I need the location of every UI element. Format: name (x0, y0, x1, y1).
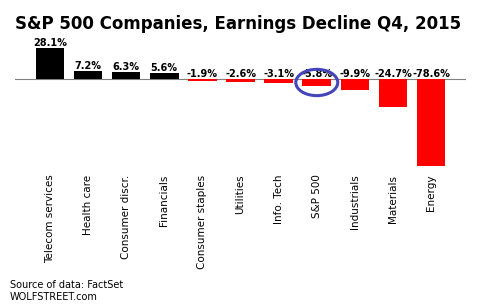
Bar (378, 79, 407, 106)
Bar (340, 79, 369, 90)
Bar (36, 48, 64, 79)
Text: Source of data: FactSet
WOLFSTREET.com: Source of data: FactSet WOLFSTREET.com (10, 280, 122, 302)
Bar (150, 73, 178, 79)
Bar (188, 79, 216, 81)
Text: -24.7%: -24.7% (373, 69, 411, 79)
Text: -3.1%: -3.1% (263, 69, 294, 79)
Bar (226, 79, 254, 82)
Text: -5.8%: -5.8% (300, 69, 332, 79)
Bar (264, 79, 292, 83)
Bar (302, 79, 330, 86)
Text: S&P 500 Companies, Earnings Decline Q4, 2015: S&P 500 Companies, Earnings Decline Q4, … (15, 15, 460, 33)
Text: -9.9%: -9.9% (339, 69, 370, 79)
Bar (111, 72, 140, 79)
Bar (73, 71, 102, 79)
Text: -1.9%: -1.9% (186, 69, 217, 79)
Text: 6.3%: 6.3% (112, 62, 139, 72)
Text: 7.2%: 7.2% (74, 61, 101, 71)
Text: 5.6%: 5.6% (150, 63, 177, 73)
Text: 28.1%: 28.1% (33, 38, 67, 48)
Bar (416, 79, 444, 166)
Text: -78.6%: -78.6% (411, 69, 449, 79)
Text: -2.6%: -2.6% (225, 69, 255, 79)
